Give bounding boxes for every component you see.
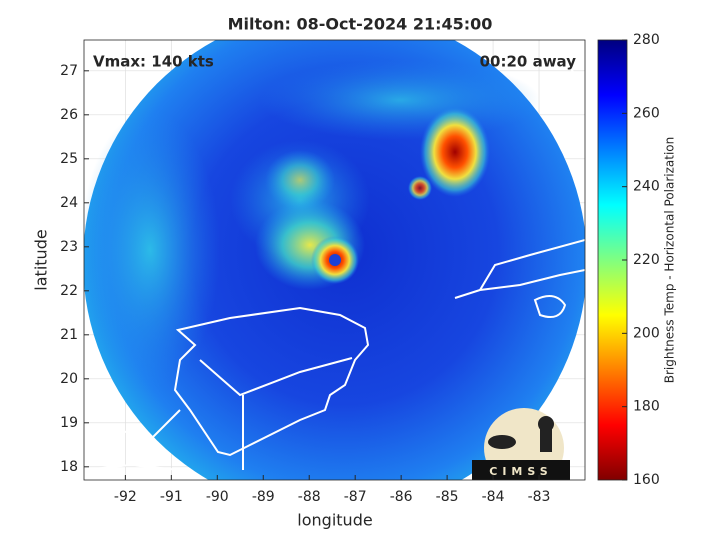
colorbar-tick-label: 180 bbox=[633, 399, 660, 415]
x-tick-label: -92 bbox=[114, 489, 137, 505]
logo: CIMSS bbox=[472, 408, 570, 480]
y-axis-label: latitude bbox=[32, 229, 51, 290]
x-tick-label: -89 bbox=[252, 489, 275, 505]
y-tick-label: 18 bbox=[60, 459, 78, 475]
y-tick-label: 23 bbox=[60, 239, 78, 255]
plot-frame bbox=[83, 39, 586, 481]
x-tick-label: -87 bbox=[344, 489, 367, 505]
y-tick-label: 22 bbox=[60, 283, 78, 299]
colorbar-tick-label: 280 bbox=[633, 32, 660, 48]
x-tick-label: -84 bbox=[482, 489, 505, 505]
y-tick-label: 26 bbox=[60, 107, 78, 123]
x-tick-label: -83 bbox=[528, 489, 551, 505]
x-tick-label: -88 bbox=[298, 489, 321, 505]
y-tick-label: 27 bbox=[60, 63, 78, 79]
colorbar-tick-label: 240 bbox=[633, 179, 660, 195]
x-axis-label: longitude bbox=[297, 511, 372, 530]
y-tick-label: 20 bbox=[60, 371, 78, 387]
x-tick-label: -85 bbox=[436, 489, 459, 505]
brightness-field: CIMSS bbox=[84, 40, 585, 480]
colorbar-tick-label: 260 bbox=[633, 105, 660, 121]
x-tick-label: -90 bbox=[206, 489, 229, 505]
x-tick-label: -86 bbox=[390, 489, 413, 505]
annotation: 00:20 away bbox=[480, 53, 577, 71]
y-tick-label: 25 bbox=[60, 151, 78, 167]
chart-title: Milton: 08-Oct-2024 21:45:00 bbox=[228, 15, 493, 34]
colorbar-label: Brightness Temp - Horizontal Polarizatio… bbox=[663, 137, 677, 384]
annotation: Vmax: 140 kts bbox=[93, 53, 214, 71]
y-tick-label: 19 bbox=[60, 415, 78, 431]
y-tick-label: 21 bbox=[60, 327, 78, 343]
colorbar-tick-label: 220 bbox=[633, 252, 660, 268]
colorbar-tick-label: 160 bbox=[633, 472, 660, 488]
logo-text: CIMSS bbox=[489, 465, 552, 478]
colorbar-tick-label: 200 bbox=[633, 325, 660, 341]
y-tick-label: 24 bbox=[60, 195, 78, 211]
x-tick-label: -91 bbox=[160, 489, 183, 505]
